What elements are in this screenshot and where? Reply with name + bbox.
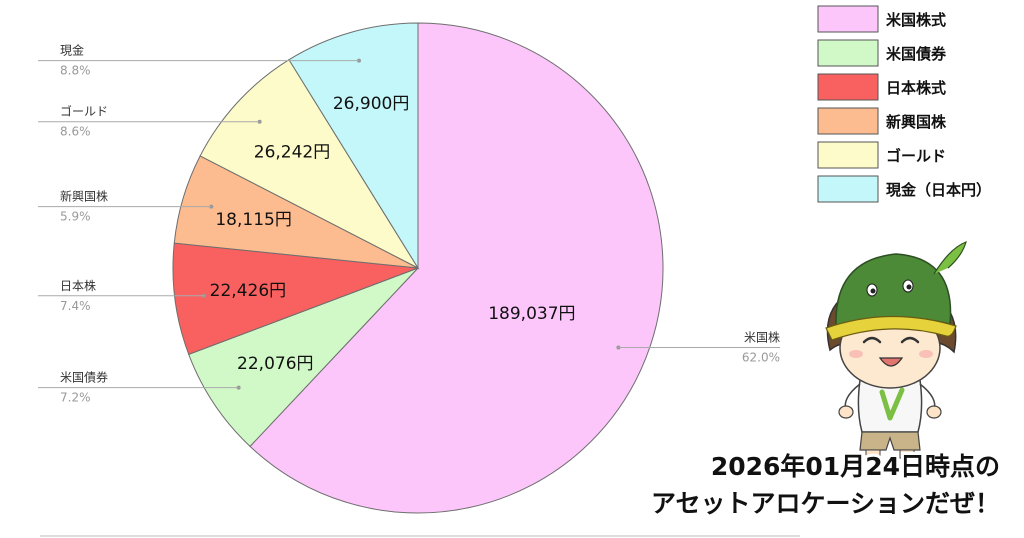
- legend-label-3: 新興国株: [886, 113, 947, 131]
- legend-swatch-2: [817, 73, 879, 101]
- legend-swatch-3: [817, 107, 879, 135]
- pie-slice-4: [199, 59, 420, 270]
- slice-value-label-4: 26,242円: [254, 143, 330, 163]
- callout-percent-4: 8.6%: [60, 125, 91, 139]
- legend-label-2: 日本株式: [886, 79, 946, 97]
- legend-label-0: 米国株式: [886, 11, 946, 29]
- kappa-mascot-icon: [825, 241, 967, 459]
- callout-category-5: 現金: [60, 43, 84, 58]
- legend-swatch-0: [817, 5, 879, 33]
- legend-label-5: 現金（日本円）: [886, 181, 991, 199]
- pie-chart: [172, 22, 664, 514]
- callout-category-3: 新興国株: [60, 189, 108, 204]
- slice-value-label-2: 22,426円: [210, 281, 286, 301]
- value-labels: 189,037円 22,076円 22,426円 18,115円 26,242円 26,9…: [210, 94, 576, 374]
- callout-category-0: 米国株: [744, 330, 780, 345]
- callout-percent-5: 8.8%: [60, 64, 91, 78]
- slice-value-label-0: 189,037円: [488, 304, 575, 324]
- callout-category-2: 日本株: [60, 278, 96, 293]
- category-callouts: 米国株 62.0% 米国債券 7.2% 日本株 7.4% 新興国株 5.9% ゴールド 8.6% 現…: [38, 43, 780, 405]
- slice-value-label-5: 26,900円: [333, 94, 409, 114]
- pie-slice-0: [249, 22, 664, 514]
- caption-line-2: アセットアロケーションだぜ！: [651, 489, 1000, 518]
- legend-label-4: ゴールド: [886, 147, 946, 165]
- callout-percent-2: 7.4%: [60, 299, 91, 313]
- callout-percent-1: 7.2%: [60, 391, 91, 405]
- callout-percent-3: 5.9%: [60, 210, 91, 224]
- callout-category-4: ゴールド: [60, 104, 108, 119]
- callout-percent-0: 62.0%: [742, 351, 780, 365]
- pie-slice-5: [288, 22, 419, 270]
- legend-swatch-4: [817, 141, 879, 169]
- pie-slice-2: [172, 242, 419, 356]
- callout-category-1: 米国債券: [60, 370, 108, 385]
- legend-swatch-5: [817, 175, 879, 203]
- caption-line-1: 2026年01月24日時点の: [711, 452, 1000, 481]
- legend-swatch-1: [817, 39, 879, 67]
- legend-label-1: 米国債券: [886, 45, 947, 63]
- slice-value-label-1: 22,076円: [237, 354, 313, 374]
- pie-slice-1: [188, 267, 419, 448]
- slice-value-label-3: 18,115円: [215, 210, 291, 230]
